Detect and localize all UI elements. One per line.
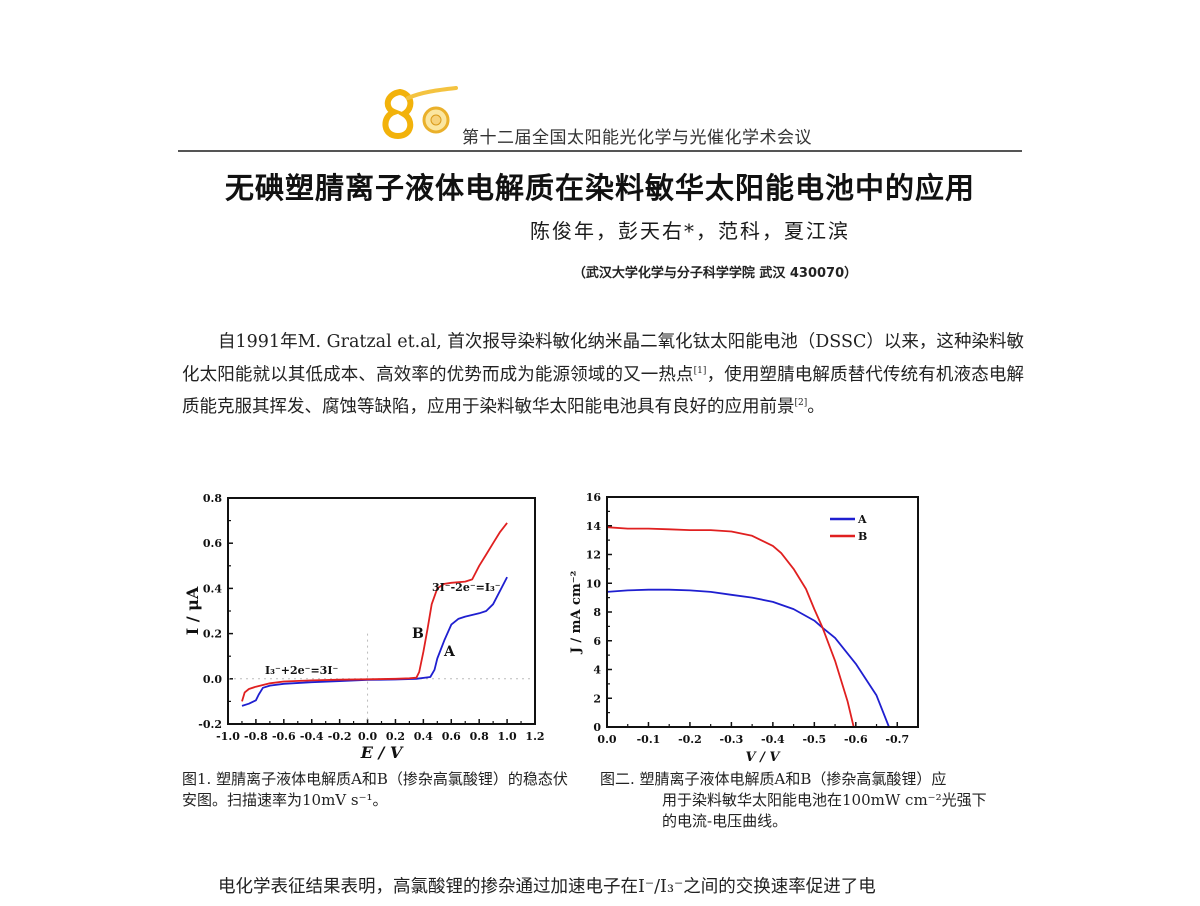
series-B-line (606, 526, 855, 728)
x-tick-label: -0.4 (761, 733, 785, 746)
legend-label-A: A (857, 513, 867, 526)
x-tick-label: 1.2 (525, 730, 544, 743)
voltammogram-plot: -1.0 -0.8 -0.6 -0.4 -0.2 0.0 0.2 0.4 0.6 0.8 1.0 1.… (183, 492, 545, 762)
series-A-line (241, 576, 508, 707)
x-tick-label: -0.6 (844, 733, 868, 746)
y-tick-label: 4 (593, 664, 601, 677)
x-axis-label: V / V (746, 750, 782, 765)
voltammogram-chart: -1.0 -0.8 -0.6 -0.4 -0.2 0.0 0.2 0.4 0.6 0.8 1.0 1.… (180, 485, 550, 765)
x-tick-label: 0.8 (470, 730, 489, 743)
jv-curve-chart: 0.0 -0.1 -0.2 -0.3 -0.4 -0.5 -0.6 -0.7 0 2 4 6 8 10 12… (560, 485, 930, 765)
intro-text-2: ，使用塑腈电解质替代传统有机液态电解质能克服其挥发、腐蚀等缺陷，应用于染料敏华太… (182, 364, 1025, 417)
80-anniversary-logo-icon (382, 86, 458, 140)
paper-title: 无碘塑腈离子液体电解质在染料敏华太阳能电池中的应用 (224, 171, 975, 205)
y-tick-label: 0.0 (203, 673, 222, 686)
y-tick-label: 6 (593, 635, 601, 648)
y-tick-label: 14 (586, 520, 602, 533)
y-tick-label: 0.8 (203, 492, 222, 505)
x-axis-label: E / V (360, 743, 404, 762)
y-tick-label: 12 (586, 549, 601, 562)
x-tick-label: -0.8 (244, 730, 268, 743)
reduction-annotation: I₃⁻+2e⁻=3I⁻ (265, 664, 338, 677)
oxidation-annotation: 3I⁻-2e⁻=I₃⁻ (432, 581, 501, 594)
reference-1: [1] (693, 365, 707, 376)
x-tick-label: -0.1 (637, 733, 661, 746)
y-axis-label: I / μA (183, 586, 202, 635)
x-tick-label: -0.2 (328, 730, 352, 743)
figure1-caption: 图1. 塑腈离子液体电解质A和B（掺杂高氯酸锂）的稳态伏安图。扫描速率为10mV… (182, 770, 568, 809)
x-tick-label: -0.2 (678, 733, 702, 746)
x-tick-label: 0.0 (597, 733, 616, 746)
y-tick-label: 16 (586, 491, 602, 504)
jv-curve-plot: 0.0 -0.1 -0.2 -0.3 -0.4 -0.5 -0.6 -0.7 0 2 4 6 8 10 12… (569, 491, 919, 765)
plot-frame (227, 497, 536, 725)
conference-title: 第十二届全国太阳能光化学与光催化学术会议 (462, 128, 812, 148)
y-tick-label: 10 (586, 577, 602, 590)
paper-authors: 陈俊年，彭天右*，范科，夏江滨 (530, 219, 850, 243)
y-tick-label: -0.2 (198, 718, 222, 731)
series-A-line (606, 588, 890, 728)
curve-label-a: A (443, 644, 456, 660)
intro-text-3: 。 (807, 396, 825, 417)
paper-affiliation: （武汉大学化学与分子科学学院 武汉 430070） (572, 266, 858, 281)
intro-paragraph: 自1991年M. Gratzal et.al, 首次报导染料敏化纳米晶二氧化钛太… (182, 328, 1024, 421)
x-tick-label: 0.6 (442, 730, 461, 743)
intro-text-1: 自1991年M. Gratzal et.al, 首次报导染料敏化纳米晶二氧化钛太… (182, 332, 1024, 385)
series-B-line (241, 522, 508, 702)
x-tick-label: 0.2 (386, 730, 405, 743)
x-tick-label: 0.0 (358, 730, 377, 743)
x-tick-label: -0.4 (300, 730, 324, 743)
x-tick-label: -0.7 (885, 733, 909, 746)
x-tick-label: 1.0 (498, 730, 517, 743)
figure2-caption-line3: 的电流-电压曲线。 (662, 812, 788, 830)
curve-label-b: B (412, 626, 424, 642)
x-tick-label: -0.6 (272, 730, 296, 743)
reference-2: [2] (794, 397, 808, 408)
y-tick-label: 0.4 (203, 582, 222, 595)
header-divider (178, 150, 1022, 152)
x-tick-label: -1.0 (216, 730, 240, 743)
x-tick-label: -0.3 (720, 733, 744, 746)
y-tick-label: 8 (593, 606, 601, 619)
y-axis-label: J / mA cm⁻² (569, 571, 584, 655)
legend-label-B: B (858, 530, 867, 543)
y-tick-label: 0.6 (203, 537, 222, 550)
figure2-caption-line1: 图二. 塑腈离子液体电解质A和B（掺杂高氯酸锂）应 (600, 770, 947, 788)
y-tick-label: 0 (593, 721, 601, 734)
x-tick-label: 0.4 (414, 730, 433, 743)
y-tick-label: 2 (593, 692, 601, 705)
y-tick-label: 0.2 (203, 628, 222, 641)
x-tick-label: -0.5 (802, 733, 826, 746)
plot-frame (606, 496, 919, 728)
conference-logo (378, 84, 462, 144)
figure2-caption-line2: 用于染料敏华太阳能电池在100mW cm⁻²光强下 (662, 791, 987, 809)
figure2-caption: 图二. 塑腈离子液体电解质A和B（掺杂高氯酸锂）应 用于染料敏华太阳能电池在10… (600, 769, 1030, 832)
results-paragraph: 电化学表征结果表明，高氯酸锂的掺杂通过加速电子在I⁻/I₃⁻之间的交换速率促进了… (218, 877, 876, 897)
